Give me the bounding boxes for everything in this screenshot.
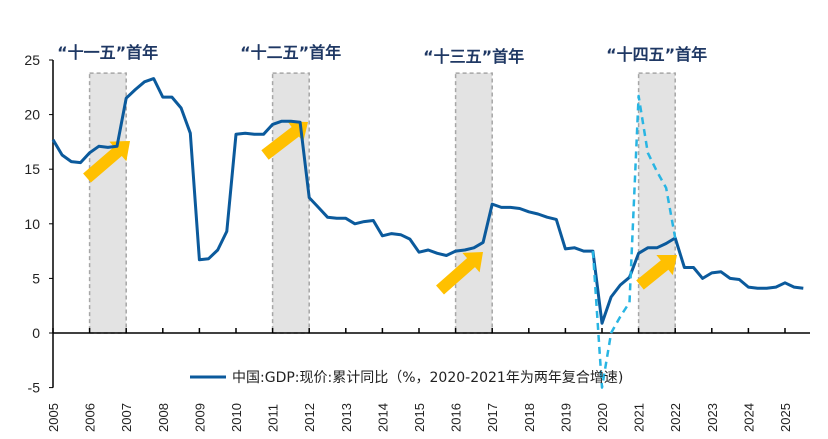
x-tick-label: 2025 [778,403,793,432]
y-tick-label: -5 [28,380,41,396]
x-tick-label: 2014 [375,403,390,432]
highlight-box [271,72,310,334]
x-tick-label: 2016 [449,403,464,432]
x-tick-label: 2022 [668,403,683,432]
x-tick-label: 2018 [522,403,537,432]
x-tick-label: 2011 [266,404,281,432]
y-tick-label: 20 [24,107,40,123]
x-tick-label: 2010 [229,403,244,432]
x-tick-label: 2006 [83,403,98,432]
x-tick-label: 2015 [412,403,427,432]
x-tick-label: 2012 [302,403,317,432]
highlight-label: “十一五”首年 [57,43,158,62]
arrow-icon [636,254,677,290]
x-tick-label: 2019 [558,403,573,432]
arrow-icon [261,121,308,160]
trend-arrows [83,121,677,295]
highlight-box [88,72,127,334]
highlight-label: “十二五”首年 [240,43,341,62]
y-tick-label: 15 [24,161,40,177]
series-line-gdp [51,77,804,325]
x-tick-label: 2021 [632,403,647,432]
series-lines [51,77,804,389]
legend: 中国:GDP:现价:累计同比（%，2020-2021年为两年复合增速) [190,369,623,386]
legend-label: 中国:GDP:现价:累计同比（%，2020-2021年为两年复合增速) [232,369,623,386]
highlight-box [454,72,493,334]
x-tick-label: 2013 [339,403,354,432]
y-tick-label: 5 [32,270,40,286]
arrow-icon [83,141,130,183]
highlight-box [637,72,676,334]
x-tick-label: 2017 [485,403,500,432]
x-tick-label: 2009 [192,403,207,432]
x-tick-label: 2005 [46,403,61,432]
x-tick-label: 2007 [119,403,134,432]
y-tick-label: 0 [32,325,40,341]
highlight-label: “十四五”首年 [606,45,707,64]
highlight-periods: “十一五”首年 “十二五”首年 “十三五”首年 “十四五”首年 [57,43,707,334]
arrow-icon [436,252,483,295]
x-tick-label: 2020 [595,403,610,432]
x-tick-label: 2008 [156,403,171,432]
x-tick-label: 2023 [705,403,720,432]
y-tick-label: 25 [24,52,40,68]
x-tick-label: 2024 [741,403,756,432]
series-line-dashed [591,94,677,389]
highlight-label: “十三五”首年 [423,47,524,66]
y-tick-label: 10 [24,216,40,232]
